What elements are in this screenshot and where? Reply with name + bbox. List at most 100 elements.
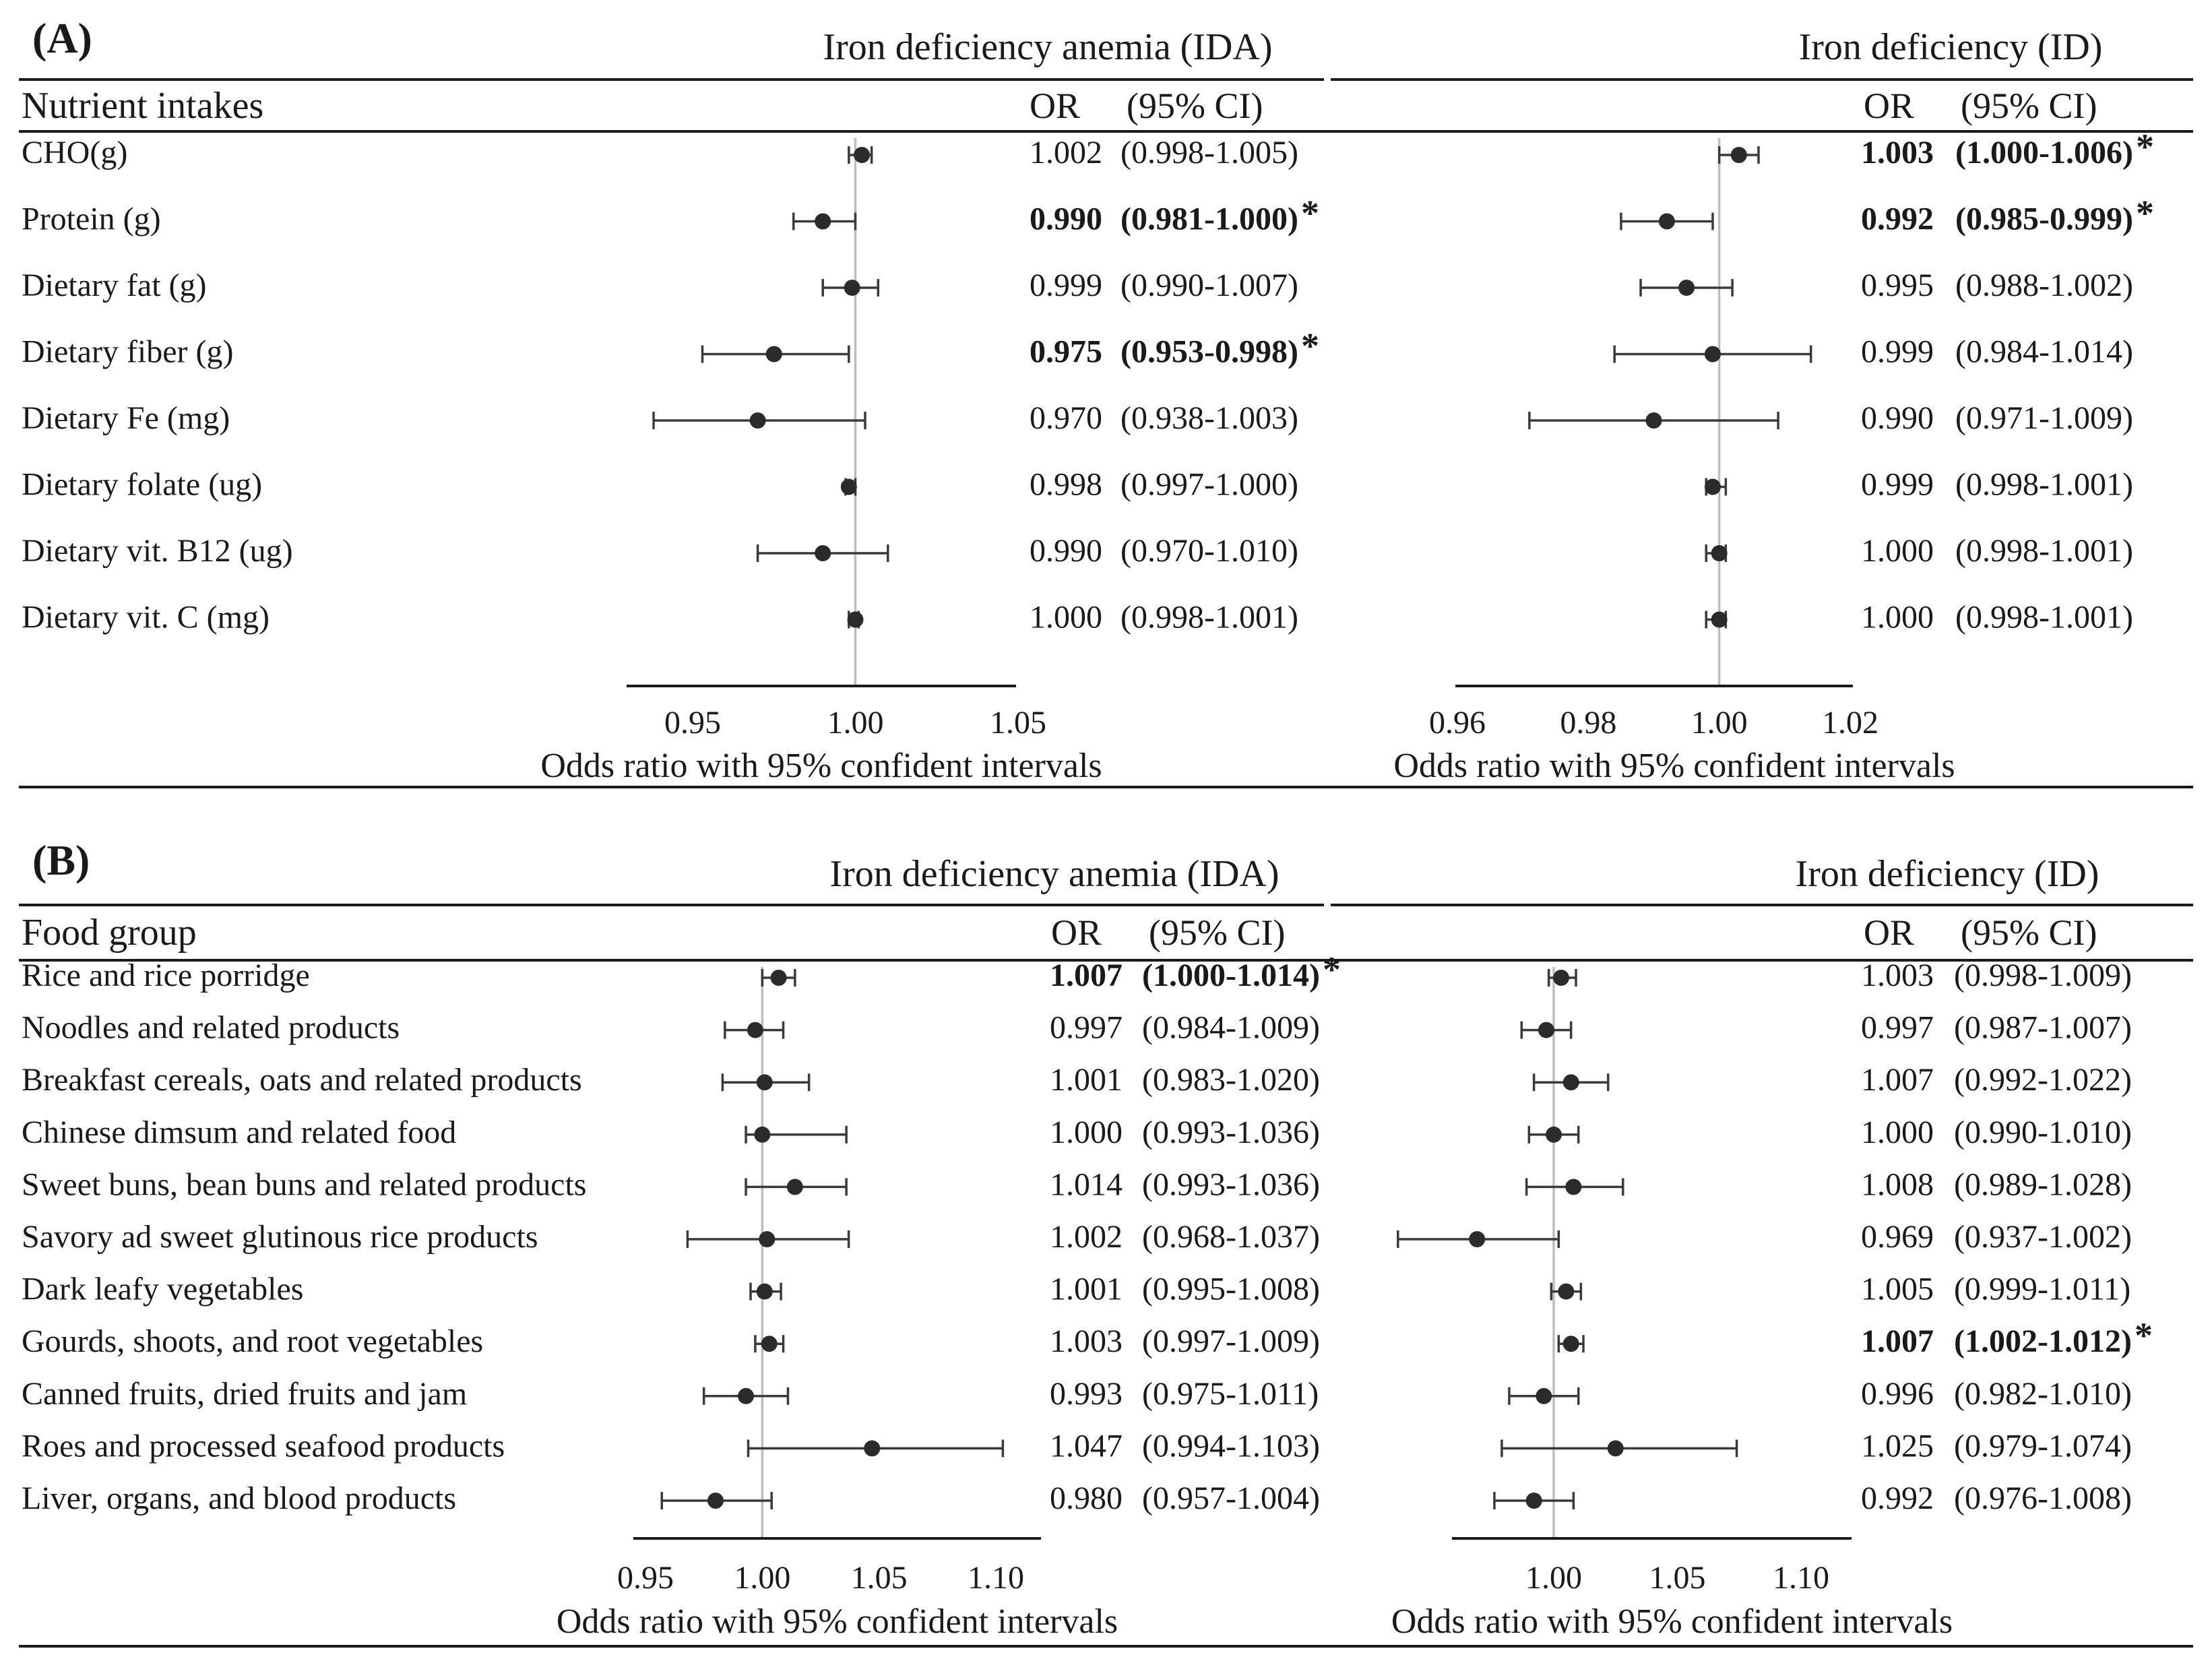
ci-value: (0.937-1.002) [1954,1219,2132,1255]
row-label: Roes and processed seafood products [22,1428,505,1464]
or-point [815,213,831,230]
or-value: 1.000 [1050,1115,1123,1150]
or-value: 0.995 [1861,268,1934,303]
x-tick-label: 1.00 [1691,705,1748,741]
row-label: Dietary folate (ug) [22,467,262,503]
row-label: Dietary vit. C (mg) [22,600,270,635]
or-point [1658,213,1675,230]
row-label: Dietary vit. B12 (ug) [22,533,293,569]
or-value: 1.005 [1861,1272,1934,1307]
x-axis-label: Odds ratio with 95% confident intervals [1391,1602,1953,1641]
or-value: 0.997 [1050,1010,1123,1046]
or-value: 0.999 [1030,268,1102,303]
or-value: 0.996 [1861,1376,1934,1412]
row-label: Savory ad sweet glutinous rice products [22,1219,538,1255]
or-value: 0.992 [1861,1480,1934,1516]
ci-value: (0.953-0.998) [1120,334,1298,370]
group-title: Iron deficiency (ID) [1799,26,2103,68]
or-value: 1.007 [1861,1323,1934,1359]
row-label: Dietary fiber (g) [22,334,234,370]
or-point [747,1022,763,1038]
ci-value: (0.998-1.001) [1955,467,2133,503]
ci-value: (0.990-1.007) [1120,268,1298,303]
ci-value: (0.993-1.036) [1142,1115,1320,1150]
or-point [1704,346,1721,363]
or-value: 0.999 [1861,467,1934,503]
panel-label: (A) [32,14,92,62]
row-label: Protein (g) [22,201,161,237]
or-point [761,1336,778,1352]
ci-value: (0.994-1.103) [1142,1428,1320,1464]
or-value: 0.990 [1861,400,1934,436]
or-value: 1.000 [1030,600,1102,635]
or-point [738,1387,755,1404]
or-value: 1.008 [1861,1166,1934,1202]
group-title: Iron deficiency anemia (IDA) [830,853,1279,895]
forest-id: Iron deficiency (ID) OR (95% CI) 1.00 1.05 1.… [1391,853,2153,1641]
forest-ida: Iron deficiency anemia (IDA) OR (95% CI) 0.… [557,853,1341,1641]
row-label: CHO(g) [22,135,127,170]
ci-value: (0.999-1.011) [1954,1272,2130,1307]
x-tick-label: 1.00 [734,1560,790,1596]
row-label: Dark leafy vegetables [22,1272,303,1307]
or-point [1525,1493,1542,1509]
or-point [1558,1283,1575,1300]
row-label: Noodles and related products [22,1010,400,1046]
group-title: Iron deficiency (ID) [1796,853,2099,895]
ci-value: (0.938-1.003) [1120,400,1298,436]
or-point [786,1179,803,1195]
or-point [1553,970,1570,986]
or-point [840,478,857,495]
ci-value: (0.982-1.010) [1954,1376,2132,1412]
or-point [1546,1126,1562,1143]
row-label: Dietary Fe (mg) [22,400,230,436]
ci-value: (0.987-1.007) [1954,1010,2132,1046]
ci-column-header: (95% CI) [1961,86,2097,126]
ci-value: (1.000-1.006) [1955,135,2133,170]
or-point [1704,478,1721,495]
ci-value: (0.957-1.004) [1142,1480,1320,1516]
x-axis-label: Odds ratio with 95% confident intervals [540,747,1102,785]
or-value: 1.047 [1050,1428,1123,1464]
group-title: Iron deficiency anemia (IDA) [823,26,1273,68]
row-label: Breakfast cereals, oats and related prod… [22,1062,582,1098]
significance-star: * [2136,127,2154,167]
or-point [756,1074,773,1091]
or-value: 1.001 [1050,1272,1123,1307]
ci-value: (0.989-1.028) [1954,1166,2132,1202]
or-point [1711,545,1728,561]
or-point [1562,1074,1579,1091]
or-column-header: OR [1864,86,1914,126]
or-value: 1.000 [1861,1115,1934,1150]
x-tick-label: 1.00 [1525,1560,1582,1596]
x-tick-label: 1.00 [827,705,884,741]
x-tick-label: 1.05 [1649,1560,1706,1596]
or-point [1562,1336,1579,1352]
panel-b: (B) Food group Iron deficiency anemia (IDA… [19,836,2193,1648]
ci-value: (0.997-1.009) [1142,1323,1320,1359]
x-axis-label: Odds ratio with 95% confident intervals [557,1602,1118,1641]
ci-column-header: (95% CI) [1127,86,1263,126]
or-column-header: OR [1030,86,1080,126]
row-label: Liver, organs, and blood products [22,1480,456,1516]
or-value: 1.003 [1050,1323,1123,1359]
or-point [1645,412,1662,429]
ci-value: (0.984-1.014) [1955,334,2133,370]
row-label: Canned fruits, dried fruits and jam [22,1376,467,1412]
x-tick-label: 0.95 [664,705,721,741]
ci-value: (0.988-1.002) [1955,268,2133,303]
or-point [864,1440,881,1457]
or-value: 0.993 [1050,1376,1123,1412]
or-point [765,346,782,363]
x-tick-label: 1.02 [1822,705,1878,741]
panel-label: (B) [32,836,90,884]
or-point [756,1283,773,1300]
or-value: 0.970 [1030,400,1102,436]
ci-value: (0.998-1.001) [1955,600,2133,635]
or-value: 1.025 [1861,1428,1934,1464]
ci-value: (0.968-1.037) [1142,1219,1320,1255]
ci-column-header: (95% CI) [1149,912,1285,953]
ci-value: (0.998-1.005) [1120,135,1298,170]
ci-value: (0.970-1.010) [1120,533,1298,569]
or-point [1536,1387,1552,1404]
